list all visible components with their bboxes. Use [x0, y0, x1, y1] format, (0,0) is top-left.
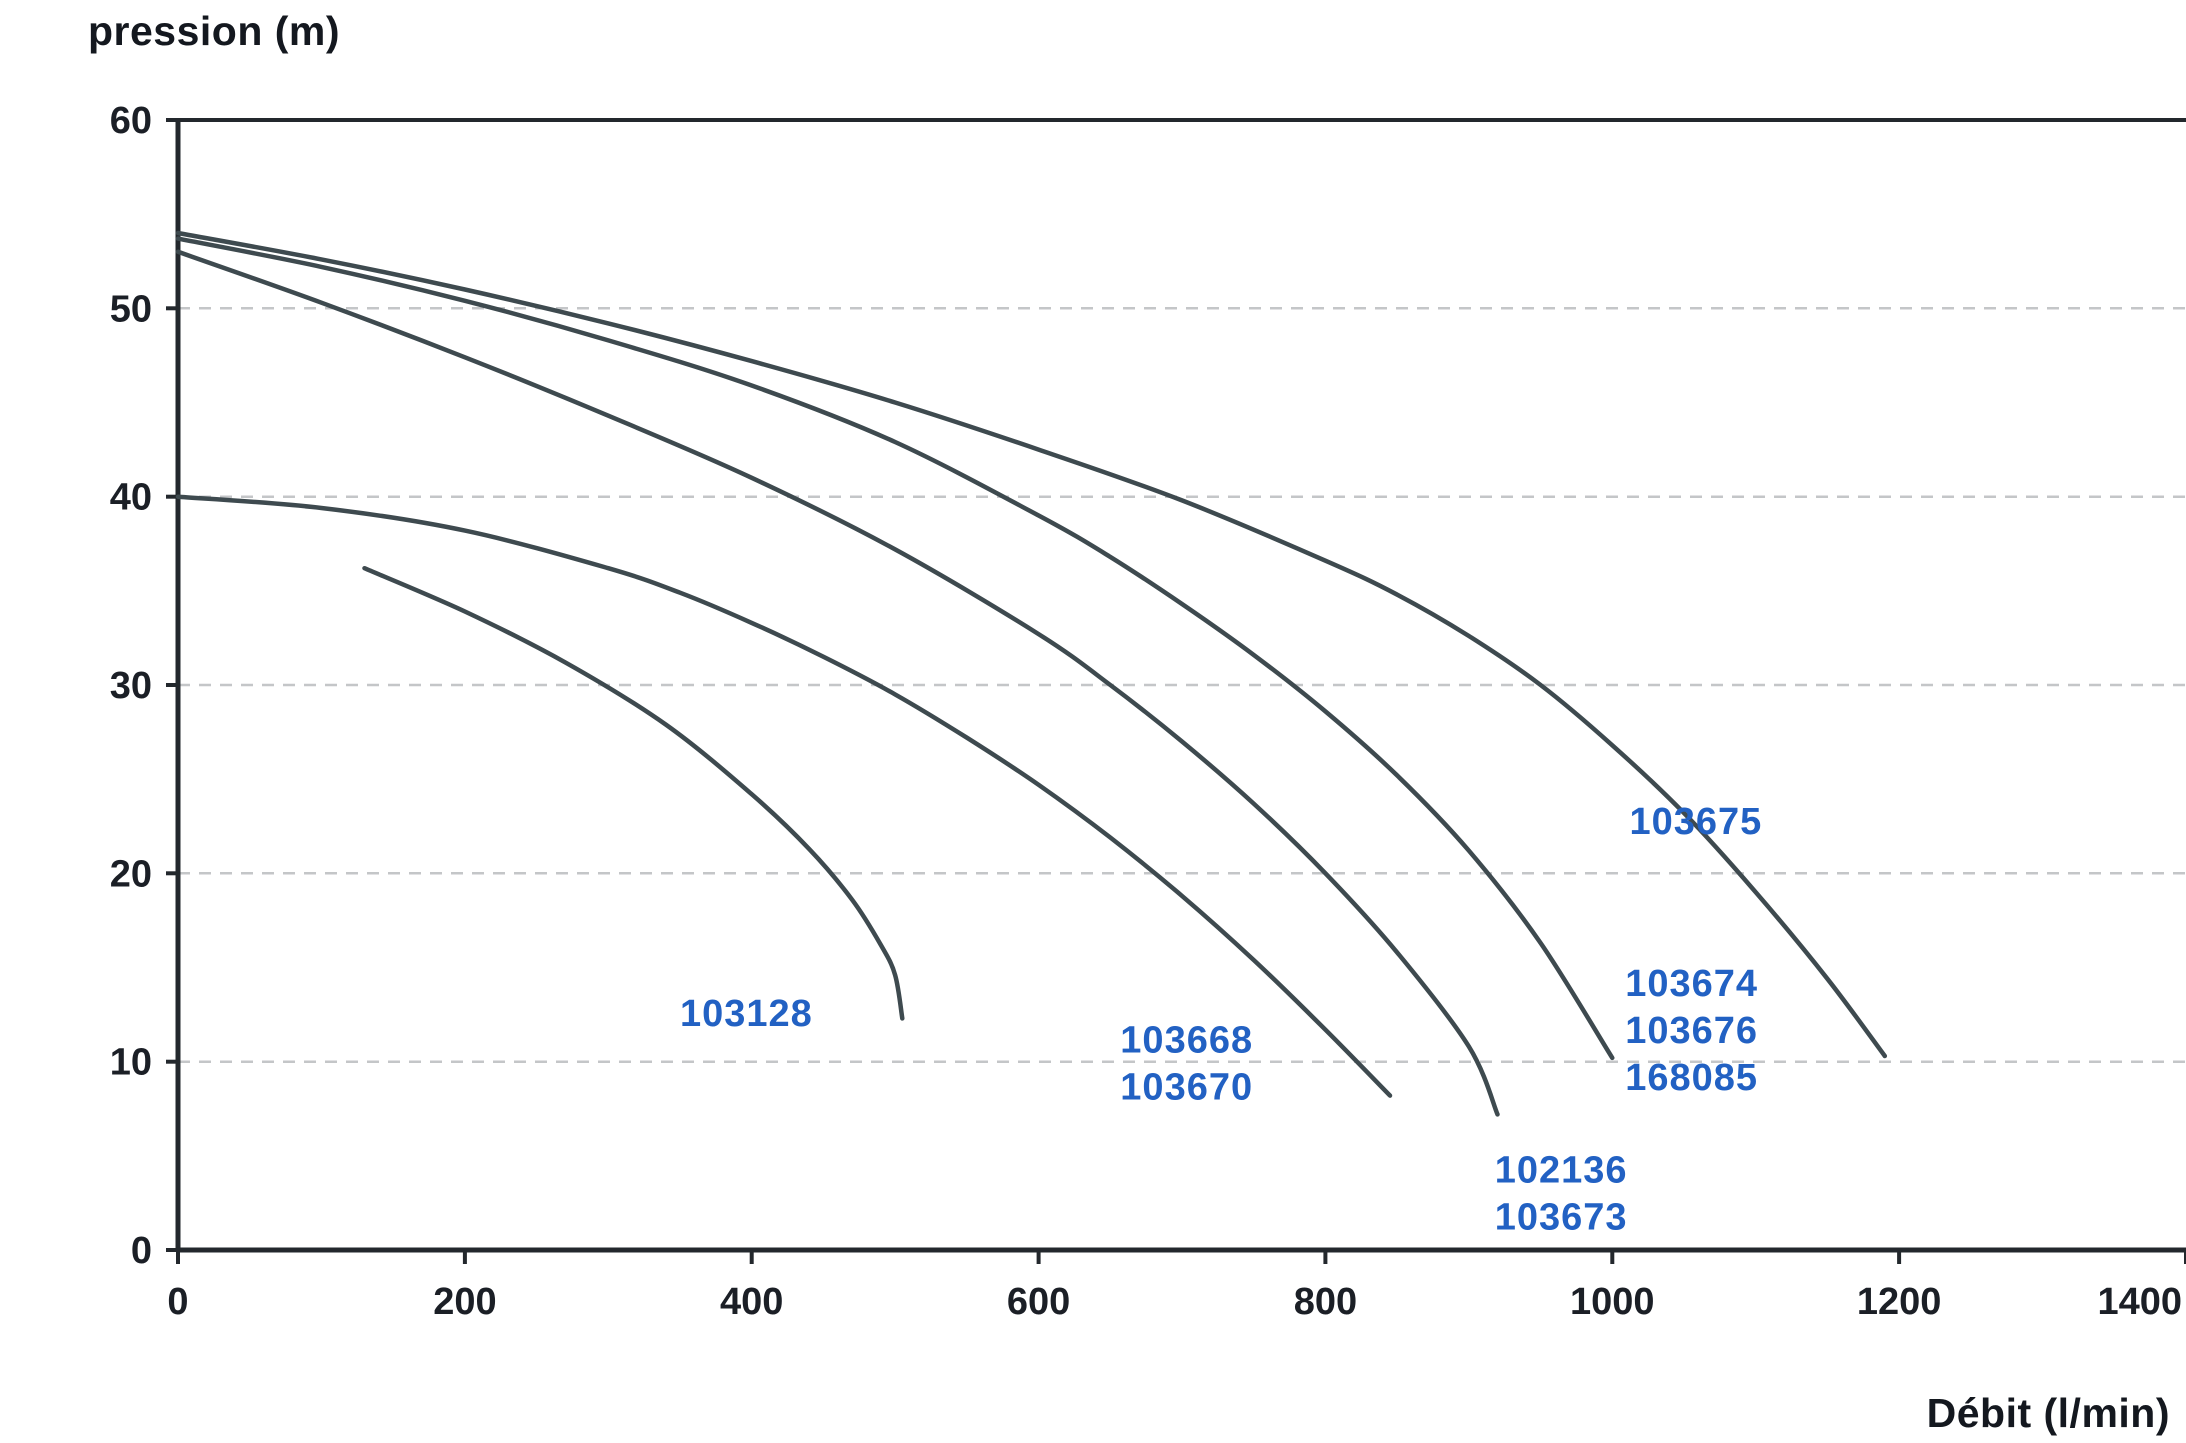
curve-103675 [175, 230, 1888, 1059]
curve-103668 [175, 494, 1393, 1098]
curve-label-103673: 103673 [1495, 1196, 1628, 1238]
x-axis-title: Débit (l/min) [1926, 1390, 2170, 1436]
curve-103674 [175, 236, 1615, 1061]
curve-label-168085: 168085 [1625, 1057, 1758, 1099]
y-tick-label: 40 [110, 477, 152, 519]
y-tick-label: 50 [110, 288, 152, 330]
x-tick-label: 200 [433, 1281, 496, 1323]
y-tick-label: 60 [110, 100, 152, 142]
curve-label-103676: 103676 [1625, 1010, 1758, 1052]
curve-103128 [362, 565, 905, 1021]
x-tick-label: 1400 [2097, 1281, 2182, 1323]
x-tick-label: 600 [1007, 1281, 1070, 1323]
y-tick-label: 20 [110, 853, 152, 895]
y-tick-label: 0 [131, 1230, 152, 1272]
x-tick-label: 0 [167, 1281, 188, 1323]
x-tick-label: 1000 [1570, 1281, 1655, 1323]
y-tick-label: 10 [110, 1042, 152, 1084]
x-tick-label: 800 [1294, 1281, 1357, 1323]
curve-label-103668: 103668 [1120, 1019, 1253, 1061]
curve-label-102136: 102136 [1495, 1149, 1628, 1191]
curve-label-103670: 103670 [1120, 1066, 1253, 1108]
curve-label-103674: 103674 [1625, 963, 1758, 1005]
curve-102136 [175, 249, 1500, 1117]
curve-label-103675: 103675 [1630, 801, 1763, 843]
x-tick-label: 400 [720, 1281, 783, 1323]
x-tick-label: 1200 [1857, 1281, 1942, 1323]
y-axis-title: pression (m) [88, 8, 341, 54]
curve-label-103128: 103128 [680, 993, 813, 1035]
y-tick-label: 30 [110, 665, 152, 707]
